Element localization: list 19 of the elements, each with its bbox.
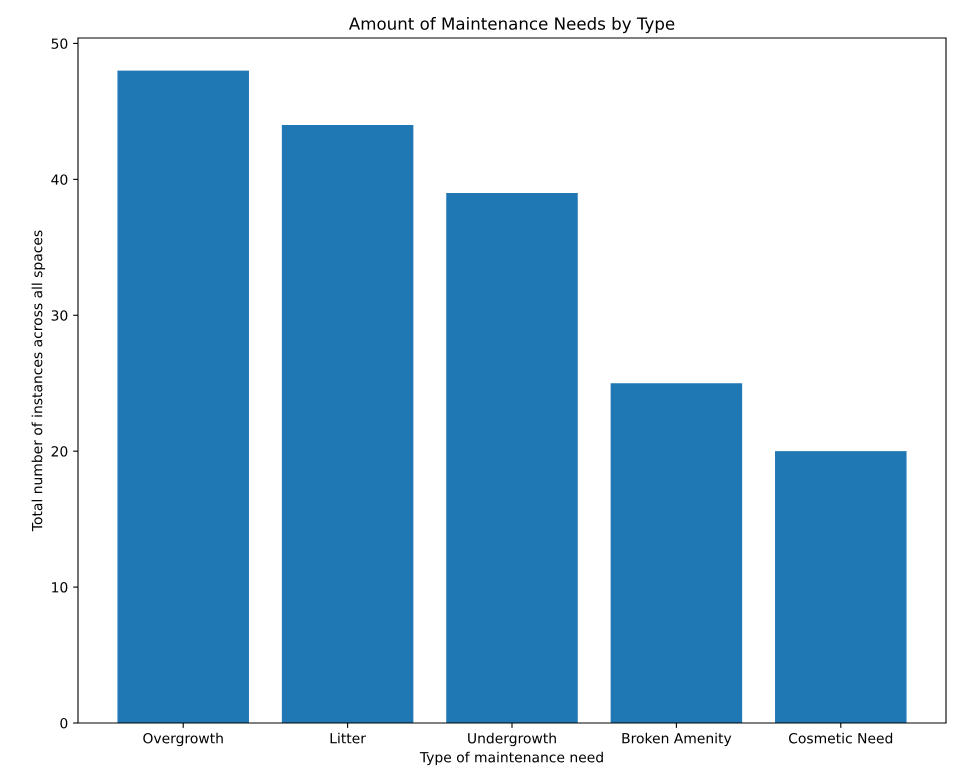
x-axis-title: Type of maintenance need bbox=[420, 752, 603, 766]
y-tick-label: 40 bbox=[51, 174, 68, 185]
y-tick-label: 0 bbox=[60, 718, 68, 728]
x-tick-label: Litter bbox=[330, 732, 366, 744]
y-tick-label: 50 bbox=[52, 38, 68, 49]
y-tick-label: 20 bbox=[52, 446, 68, 457]
bar bbox=[446, 192, 578, 723]
x-tick-label: Cosmetic Need bbox=[788, 732, 892, 744]
y-tick-label: 30 bbox=[52, 310, 68, 321]
bar bbox=[610, 383, 742, 723]
bar bbox=[775, 451, 907, 723]
x-tick-label: Undergrowth bbox=[468, 732, 556, 746]
y-tick-label: 10 bbox=[52, 582, 68, 593]
x-tick-label: Overgrowth bbox=[143, 732, 223, 746]
bar bbox=[282, 124, 414, 723]
x-tick-label: Broken Amenity bbox=[622, 732, 732, 746]
bar bbox=[117, 70, 249, 723]
y-axis-title: Total number of instances across all spaces bbox=[32, 230, 46, 532]
chart-title: Amount of Maintenance Needs by Type bbox=[348, 17, 674, 34]
